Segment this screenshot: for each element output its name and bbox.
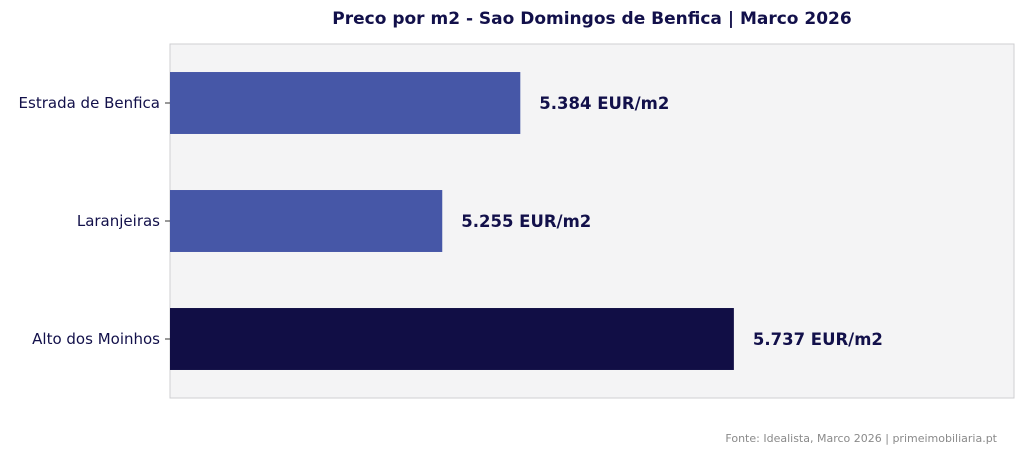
data-label: 5.737 EUR/m2 xyxy=(753,330,883,349)
bar xyxy=(170,308,734,370)
y-tick-label: Laranjeiras xyxy=(77,212,160,230)
bar xyxy=(170,190,443,252)
data-label: 5.384 EUR/m2 xyxy=(539,94,669,113)
y-tick-label: Alto dos Moinhos xyxy=(32,330,160,348)
bar xyxy=(170,72,521,134)
data-label: 5.255 EUR/m2 xyxy=(461,212,591,231)
y-tick-label: Estrada de Benfica xyxy=(19,94,160,112)
chart-title: Preco por m2 - Sao Domingos de Benfica |… xyxy=(332,9,851,29)
source-footer: Fonte: Idealista, Marco 2026 | primeimob… xyxy=(725,432,997,445)
